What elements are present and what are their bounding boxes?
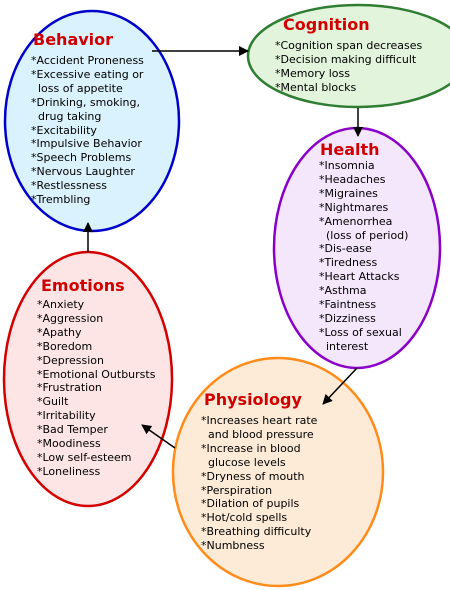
list-item: *Perspiration (201, 483, 273, 497)
list-item: *Anxiety (37, 298, 85, 311)
list-item: *Increases heart rate (201, 414, 318, 427)
list-item: *Breathing difficulty (201, 525, 312, 539)
cognition-ellipse (246, 3, 450, 109)
list-item: *Loss of sexual (319, 325, 402, 339)
health-title: Health (320, 140, 380, 159)
list-item: *Excessive eating or (31, 67, 144, 81)
list-item: drug taking (31, 109, 102, 123)
cognition-list: *Cognition span decreases *Decision makin… (275, 39, 422, 95)
list-item: *Increase in blood (201, 441, 301, 455)
physiology-ellipse (171, 356, 385, 588)
list-item: *Migraines (319, 186, 378, 200)
list-item: *Cognition span decreases (275, 39, 423, 52)
list-item: *Tiredness (319, 256, 378, 270)
behavior-list: *Accident Proneness *Excessive eating or … (31, 54, 144, 207)
list-item: and blood pressure (201, 427, 314, 441)
list-item: *Irritability (37, 409, 96, 423)
list-item: *Accident Proneness (31, 54, 144, 67)
list-item: *Dizziness (319, 311, 376, 325)
list-item: *Apathy (37, 325, 82, 339)
list-item: loss of appetite (31, 81, 123, 95)
list-item: *Impulsive Behavior (31, 137, 142, 151)
list-item: *Frustration (37, 381, 102, 395)
list-item: *Hot/cold spells (201, 511, 288, 525)
list-item: *Faintness (319, 298, 377, 312)
list-item: *Depression (37, 353, 104, 367)
physiology-list: *Increases heart rate and blood pressure… (201, 414, 317, 553)
list-item: interest (319, 339, 369, 353)
list-item: *Boredom (37, 339, 93, 353)
list-item: *Guilt (37, 395, 69, 409)
list-item: glucose levels (201, 455, 286, 469)
list-item: *Decision making difficult (275, 52, 417, 66)
cognition-title: Cognition (283, 15, 370, 34)
emotions-title: Emotions (41, 276, 125, 295)
list-item: *Bad Temper (37, 423, 108, 437)
list-item: *Memory loss (275, 66, 350, 80)
list-item: *Moodiness (37, 437, 101, 451)
list-item: (loss of period) (319, 228, 409, 242)
list-item: *Dryness of mouth (201, 469, 305, 483)
list-item: *Dilation of pupils (201, 497, 300, 511)
arrow-health-to-physiology (322, 367, 358, 405)
list-item: *Mental blocks (275, 80, 357, 94)
list-item: *Insomnia (319, 159, 375, 172)
physiology-title: Physiology (204, 390, 302, 409)
list-item: *Trembling (31, 193, 91, 207)
list-item: *Low self-esteem (37, 450, 132, 464)
arrow-physiology-to-emotions (141, 424, 176, 449)
list-item: *Nightmares (319, 200, 389, 214)
health-list: *Insomnia *Headaches *Migraines *Nightmares… (319, 159, 408, 354)
list-item: *Amenorrhea (319, 214, 393, 228)
list-item: *Restlessness (31, 179, 107, 193)
list-item: *Aggression (37, 311, 104, 325)
list-item: *Headaches (319, 172, 386, 186)
list-item: *Excitability (31, 123, 97, 137)
behavior-title: Behavior (33, 30, 114, 49)
emotions-list: *Anxiety *Aggression *Apathy *Boredom *Depre… (37, 298, 155, 479)
list-item: *Emotional Outbursts (37, 367, 156, 381)
list-item: *Speech Problems (31, 151, 132, 165)
list-item: *Asthma (319, 284, 367, 298)
list-item: *Nervous Laughter (31, 165, 135, 179)
list-item: *Numbness (201, 539, 265, 553)
list-item: *Heart Attacks (319, 270, 400, 284)
list-item: *Drinking, smoking, (31, 95, 140, 109)
list-item: *Loneliness (37, 464, 101, 478)
list-item: *Dis-ease (319, 242, 372, 256)
